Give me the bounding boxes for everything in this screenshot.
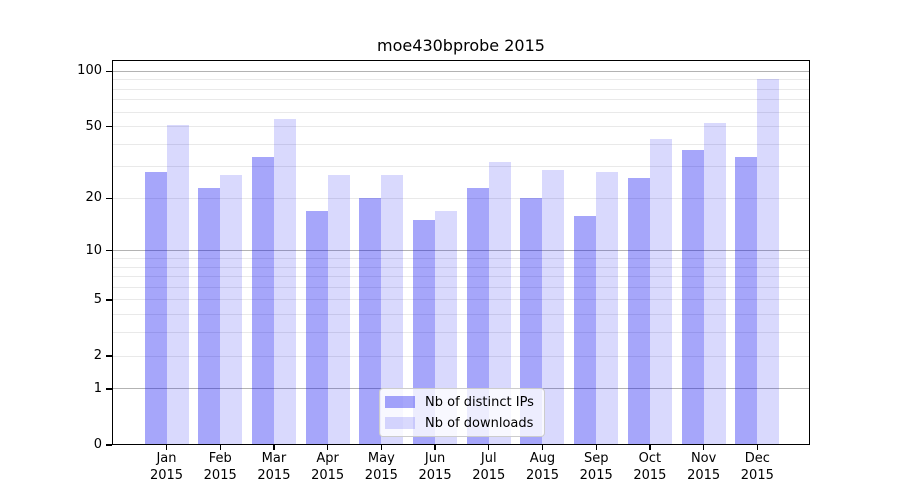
bar-ips-jul [466,187,489,445]
y-tick-mark [106,388,112,390]
x-tick-mark [702,445,705,450]
bar-downloads-jul [488,161,511,445]
gridline-minor [112,111,810,113]
y-tick-mark [106,299,112,301]
x-tick-mark [434,445,436,450]
y-tick-label: 100 [77,63,102,79]
gridline-minor [112,197,810,199]
gridline-minor [112,332,810,334]
y-tick-label: 20 [85,190,102,206]
gridline-minor [112,143,810,145]
x-tick-label: Jun 2015 [418,451,452,483]
x-tick-label: Apr 2015 [311,451,345,483]
x-tick-mark [649,445,651,450]
y-tick-label: 50 [85,118,102,134]
y-tick-mark [106,250,112,252]
bar-ips-apr [305,210,328,445]
bar-ips-dec [735,157,758,445]
gridline-minor [112,266,810,268]
bar-ips-jan [144,172,167,445]
bar-downloads-jan [166,124,189,445]
x-tick-label: Jan 2015 [149,451,184,483]
y-tick-mark [106,70,112,72]
gridline-minor [112,276,810,278]
bar-downloads-feb [220,175,243,445]
bar-downloads-mar [273,118,296,445]
bar-ips-mar [251,157,274,445]
y-tick-label: 10 [85,242,102,258]
x-tick-label: Aug 2015 [525,451,560,483]
bar-downloads-aug [542,169,565,445]
x-tick-label: Nov 2015 [687,451,721,483]
legend-swatch-distinct-ips [385,396,415,408]
x-tick-mark [756,445,758,450]
bar-ips-may [359,198,382,445]
x-tick-mark [219,445,221,450]
bar-downloads-dec [757,78,780,445]
gridline-major [112,250,810,252]
bar-ips-oct [627,178,650,445]
x-tick-mark [165,445,168,450]
y-tick-mark [106,355,112,357]
legend: Nb of distinct IPs Nb of downloads [379,388,545,437]
gridline-minor [112,258,810,259]
bar-downloads-may [381,175,404,445]
x-tick-label: Feb 2015 [203,451,237,483]
plot-area [112,60,810,445]
x-tick-mark [380,445,382,450]
gridline-minor [112,166,810,168]
x-tick-label: Jul 2015 [472,451,506,483]
y-tick-label: 0 [93,437,102,452]
y-tick-label: 1 [93,380,102,396]
x-tick-mark [488,445,490,450]
bar-ips-sep [574,215,597,445]
gridline-minor [112,126,810,128]
gridline-minor [112,314,810,316]
gridline-minor [112,79,810,81]
gridline-minor [112,88,810,90]
y-tick-label: 5 [93,291,102,307]
legend-item-downloads: Nb of downloads [385,415,544,432]
y-tick-mark [106,197,112,200]
x-tick-mark [595,445,597,450]
bar-downloads-apr [327,175,350,445]
bar-ips-aug [520,198,543,445]
gridline-minor [112,286,810,288]
chart-title: moe430bprobe 2015 [377,36,545,55]
x-tick-label: Sep 2015 [579,451,613,483]
x-tick-label: Mar 2015 [257,451,291,483]
bar-downloads-sep [596,172,619,445]
x-tick-mark [541,445,544,450]
bar-ips-feb [198,187,221,445]
x-tick-label: Oct 2015 [633,451,667,483]
x-tick-label: Dec 2015 [740,451,774,483]
y-tick-mark [106,444,112,446]
gridline-minor [112,299,810,301]
bar-downloads-oct [649,138,672,445]
bar-ips-nov [681,150,704,445]
gridline-minor [112,355,810,357]
legend-label-downloads: Nb of downloads [425,415,534,431]
bar-downloads-nov [703,123,726,445]
y-tick-label: 2 [93,348,102,364]
x-tick-mark [273,445,275,450]
bar-downloads-jun [435,210,458,445]
x-tick-label: May 2015 [364,451,398,483]
legend-label-distinct-ips: Nb of distinct IPs [425,394,534,410]
legend-swatch-downloads [385,417,415,429]
x-tick-mark [326,445,329,450]
gridline-major [112,70,810,72]
y-tick-mark [106,125,112,128]
legend-item-distinct-ips: Nb of distinct IPs [385,394,544,411]
gridline-minor [112,99,810,101]
